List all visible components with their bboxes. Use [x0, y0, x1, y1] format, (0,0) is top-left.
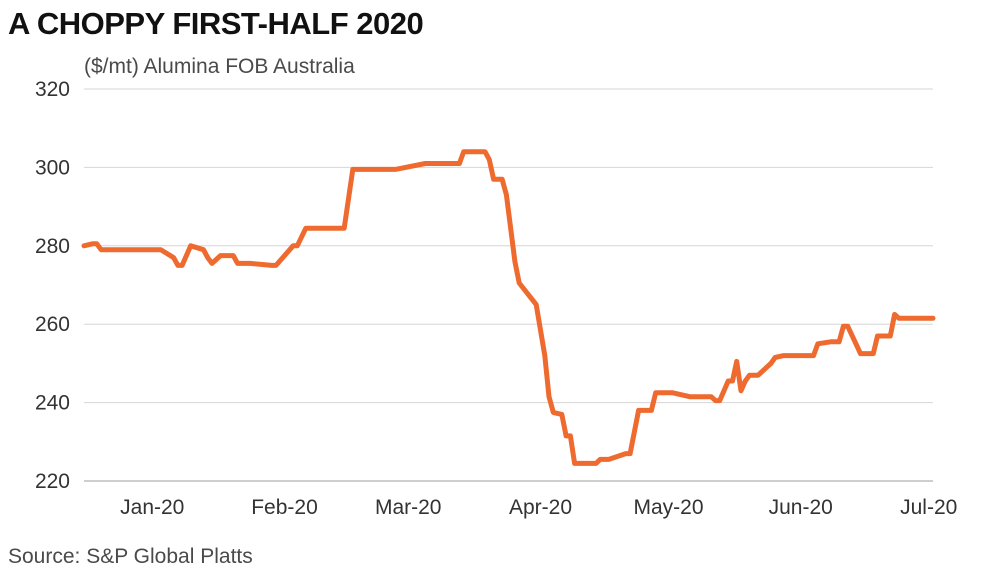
x-tick-label: Jul-20 [900, 496, 957, 519]
x-tick-label: Mar-20 [375, 496, 442, 519]
x-tick-label: Apr-20 [509, 496, 572, 519]
gridlines [84, 88, 933, 482]
x-tick-label: Feb-20 [251, 496, 318, 519]
y-tick-label: 300 [35, 156, 70, 179]
y-tick-label: 320 [35, 78, 70, 101]
chart-title: A CHOPPY FIRST-HALF 2020 [8, 6, 424, 41]
y-tick-label: 280 [35, 235, 70, 258]
y-tick-label: 240 [35, 392, 70, 415]
y-tick-label: 260 [35, 313, 70, 336]
x-tick-label: Jan-20 [120, 496, 184, 519]
x-tick-label: Jun-20 [769, 496, 833, 519]
x-tick-label: May-20 [633, 496, 703, 519]
x-axis-ticks: Jan-20 Feb-20 Mar-20 Apr-20 May-20 Jun-20 Jul-… [120, 496, 957, 519]
y-tick-label: 220 [35, 470, 70, 493]
y-axis-ticks: 220 240 260 280 300 320 [35, 78, 70, 493]
series-line-0 [81, 149, 936, 466]
y-axis-label: ($/mt) Alumina FOB Australia [84, 55, 355, 78]
series-lines [81, 149, 936, 466]
source-note: Source: S&P Global Platts [8, 545, 253, 568]
